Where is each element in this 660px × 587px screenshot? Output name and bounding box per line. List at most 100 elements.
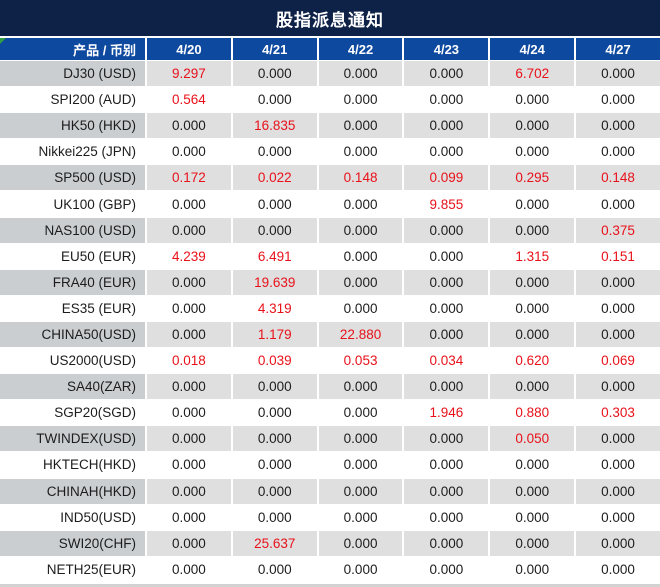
dividend-value-cell: 22.880	[318, 321, 405, 349]
dividend-value-cell: 0.000	[232, 504, 319, 531]
dividend-value-cell: 9.297	[147, 61, 233, 88]
dividend-value-cell: 0.000	[404, 504, 491, 531]
dividend-value-cell: 0.000	[576, 478, 660, 505]
bottom-gridline-strip	[0, 583, 660, 587]
dividend-value-cell: 0.000	[232, 452, 319, 479]
dividend-value-cell: 0.000	[576, 321, 660, 349]
dividend-value-cell: 0.000	[404, 374, 491, 401]
dividend-value-cell: 0.000	[576, 556, 660, 583]
dividend-value-cell: 0.000	[318, 269, 405, 296]
product-cell: SGP20(SGD)	[0, 400, 147, 427]
dividend-value-cell: 0.303	[576, 400, 660, 427]
dividend-value-cell: 0.000	[147, 504, 233, 531]
dividend-value-cell: 0.148	[318, 165, 405, 192]
dividend-value-cell: 0.000	[318, 191, 405, 218]
table-row: CHINA50(USD) 0.000 1.179 22.880 0.000 0.000 0.…	[0, 321, 660, 349]
dividend-value-cell: 0.000	[576, 139, 660, 166]
dividend-value-cell: 0.000	[576, 504, 660, 531]
dividend-value-cell: 0.000	[404, 530, 491, 557]
product-cell: EU50 (EUR)	[0, 243, 147, 270]
dividend-value-cell: 0.000	[147, 478, 233, 505]
table-row: Nikkei225 (JPN) 0.000 0.000 0.000 0.000 0.000…	[0, 139, 660, 166]
dividend-value-cell: 0.000	[318, 426, 405, 453]
dividend-value-cell: 0.000	[318, 530, 405, 557]
dividend-value-cell: 0.000	[490, 113, 577, 140]
dividend-value-cell: 0.000	[318, 61, 405, 88]
date-header-cell: 4/21	[232, 38, 319, 61]
table-row: SPI200 (AUD) 0.564 0.000 0.000 0.000 0.000 0.0…	[0, 87, 660, 114]
product-cell: SWI20(CHF)	[0, 530, 147, 557]
dividend-value-cell: 0.000	[490, 269, 577, 296]
table-row: HKTECH(HKD) 0.000 0.000 0.000 0.000 0.000 0.00…	[0, 452, 660, 479]
dividend-value-cell: 0.000	[318, 87, 405, 114]
table-row: SP500 (USD) 0.172 0.022 0.148 0.099 0.295 0.14…	[0, 165, 660, 192]
dividend-value-cell: 0.000	[490, 530, 577, 557]
dividend-value-cell: 0.000	[318, 452, 405, 479]
dividend-value-cell: 1.179	[232, 321, 319, 349]
dividend-value-cell: 0.295	[490, 165, 577, 192]
dividend-value-cell: 25.637	[232, 530, 319, 557]
dividend-value-cell: 0.000	[490, 87, 577, 114]
dividend-value-cell: 0.000	[232, 191, 319, 218]
dividend-value-cell: 0.000	[147, 400, 233, 427]
dividend-value-cell: 0.000	[318, 478, 405, 505]
table-row: DJ30 (USD) 9.297 0.000 0.000 0.000 6.702 0.000	[0, 61, 660, 88]
table-row: SGP20(SGD) 0.000 0.000 0.000 1.946 0.880 0.303	[0, 400, 660, 427]
dividend-value-cell: 0.000	[490, 556, 577, 583]
dividend-value-cell: 0.050	[490, 426, 577, 453]
dividend-value-cell: 0.034	[404, 348, 491, 375]
dividend-value-cell: 0.000	[318, 243, 405, 270]
dividend-value-cell: 0.000	[147, 530, 233, 557]
dividend-value-cell: 9.855	[404, 191, 491, 218]
dividend-value-cell: 0.000	[404, 478, 491, 505]
dividend-value-cell: 0.000	[318, 139, 405, 166]
dividend-value-cell: 0.099	[404, 165, 491, 192]
dividend-value-cell: 0.000	[490, 295, 577, 322]
dividend-value-cell: 0.000	[576, 295, 660, 322]
product-cell: ES35 (EUR)	[0, 295, 147, 322]
product-cell: FRA40 (EUR)	[0, 269, 147, 296]
dividend-value-cell: 0.000	[404, 217, 491, 244]
dividend-value-cell: 0.000	[490, 191, 577, 218]
dividend-value-cell: 0.000	[318, 295, 405, 322]
dividend-value-cell: 0.000	[232, 556, 319, 583]
dividend-value-cell: 0.000	[232, 87, 319, 114]
table-row: CHINAH(HKD) 0.000 0.000 0.000 0.000 0.000 0.00…	[0, 478, 660, 505]
dividend-value-cell: 0.000	[576, 452, 660, 479]
dividend-value-cell: 0.000	[576, 426, 660, 453]
dividend-value-cell: 0.000	[147, 269, 233, 296]
dividend-value-cell: 4.319	[232, 295, 319, 322]
product-cell: NAS100 (USD)	[0, 217, 147, 244]
dividend-value-cell: 0.000	[232, 217, 319, 244]
product-cell: NETH25(EUR)	[0, 556, 147, 583]
dividend-value-cell: 0.375	[576, 217, 660, 244]
dividend-value-cell: 0.000	[404, 269, 491, 296]
dividend-value-cell: 0.000	[490, 321, 577, 349]
dividend-value-cell: 0.000	[232, 426, 319, 453]
dividend-value-cell: 0.000	[147, 374, 233, 401]
dividend-value-cell: 6.491	[232, 243, 319, 270]
table-row: NETH25(EUR) 0.000 0.000 0.000 0.000 0.000 0.00…	[0, 556, 660, 583]
product-cell: US2000(USD)	[0, 348, 147, 375]
dividend-value-cell: 0.000	[490, 374, 577, 401]
dividend-value-cell: 0.000	[318, 113, 405, 140]
dividend-value-cell: 0.000	[490, 452, 577, 479]
dividend-value-cell: 0.022	[232, 165, 319, 192]
dividend-value-cell: 1.946	[404, 400, 491, 427]
dividend-value-cell: 0.069	[576, 348, 660, 375]
product-cell: CHINAH(HKD)	[0, 478, 147, 505]
table-row: NAS100 (USD) 0.000 0.000 0.000 0.000 0.000 0.3…	[0, 217, 660, 244]
product-cell: HK50 (HKD)	[0, 113, 147, 140]
table-header-row: 产品 / 币别 4/20 4/21 4/22 4/23 4/24 4/27	[0, 36, 660, 61]
dividend-value-cell: 0.000	[318, 504, 405, 531]
dividend-value-cell: 0.620	[490, 348, 577, 375]
table-row: IND50(USD) 0.000 0.000 0.000 0.000 0.000 0.000	[0, 504, 660, 531]
date-header-cell: 4/20	[147, 38, 233, 61]
dividend-value-cell: 0.000	[576, 87, 660, 114]
dividend-value-cell: 4.239	[147, 243, 233, 270]
product-cell: SPI200 (AUD)	[0, 87, 147, 114]
dividend-value-cell: 0.039	[232, 348, 319, 375]
product-cell: DJ30 (USD)	[0, 61, 147, 88]
dividend-value-cell: 0.000	[147, 217, 233, 244]
dividend-value-cell: 0.000	[147, 452, 233, 479]
